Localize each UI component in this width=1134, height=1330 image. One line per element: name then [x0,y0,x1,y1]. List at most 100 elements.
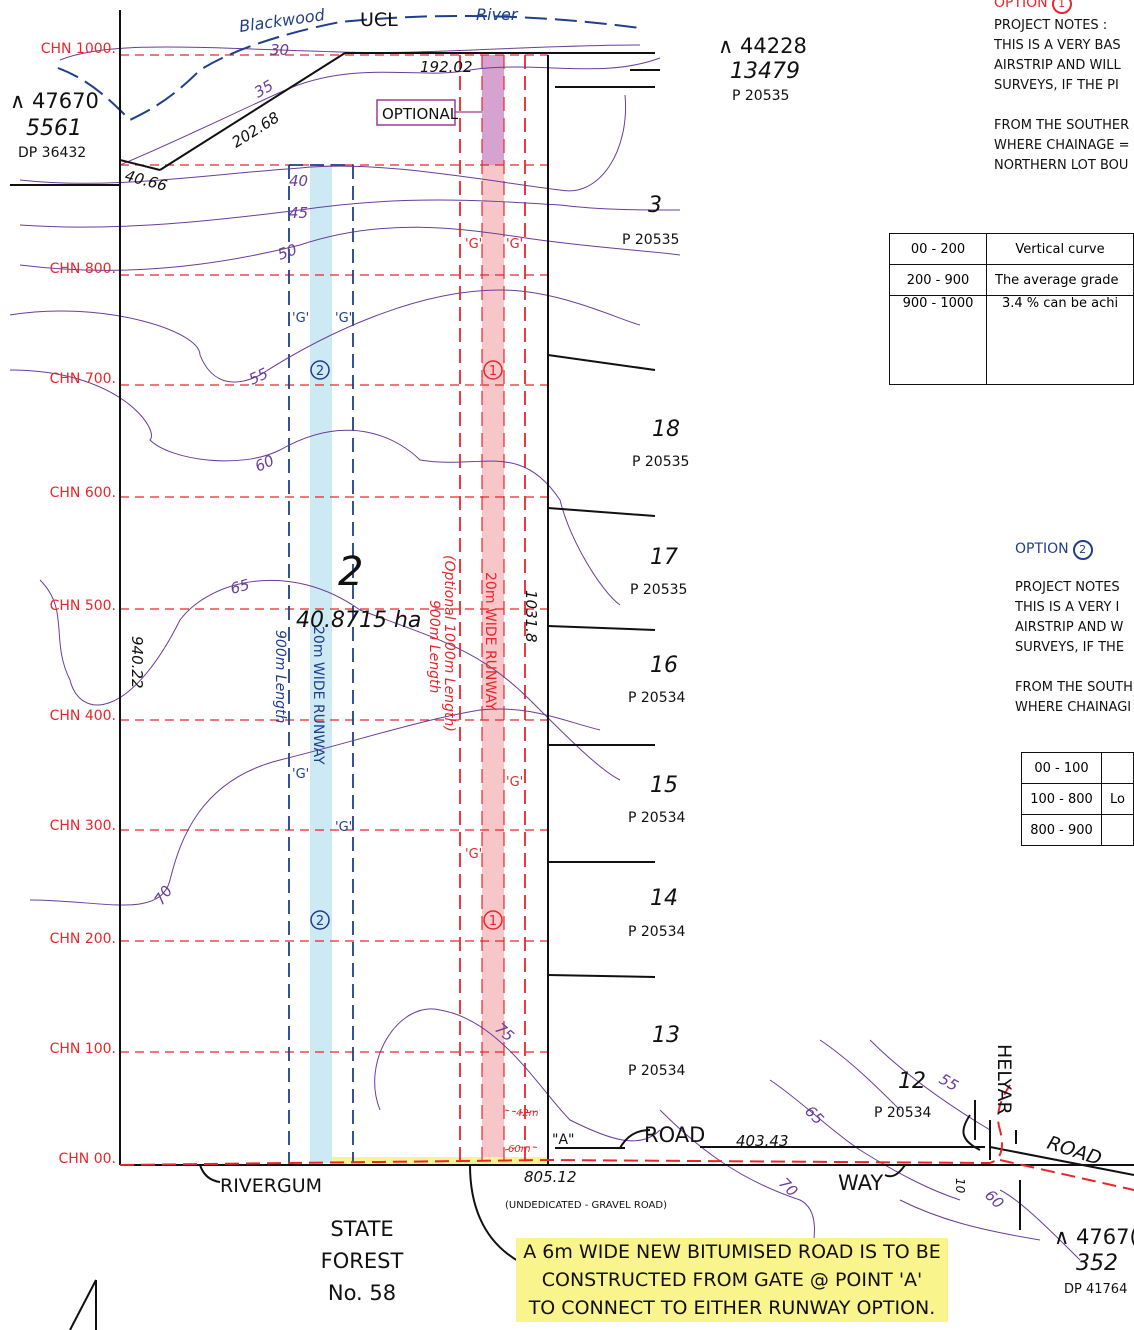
ucl-label: UCL [360,9,398,31]
note-line: FROM THE SOUTHER [994,118,1130,133]
road-alignment-east [999,1159,1134,1191]
g-marker: 'G' [506,237,523,252]
river-boundary [57,14,641,122]
chainage-label: CHN 100. [50,1041,116,1057]
road-label: ROAD [644,1123,705,1147]
optional-box [376,99,456,126]
option-1-marker: 1 [1051,0,1072,14]
table-cell: The average grade [986,264,1134,296]
option-1-title: OPTION 1 [994,0,1072,14]
ne-lot-ref: ∧ 44228 13479 P 20535 [718,34,807,104]
option-1-notes: PROJECT NOTES : THIS IS A VERY BAS AIRST… [994,16,1134,176]
blackwood-label: Blackwood [238,5,327,36]
parcel-number: 18 [652,417,680,442]
chainage-label: CHN 800. [50,261,116,277]
parcel-plan: P 20534 [628,810,686,826]
dim-road: 403.43 [736,1132,789,1150]
g-marker: 'G' [335,311,352,326]
road-alignment [119,1084,1011,1166]
g-marker: 'G' [335,820,352,835]
marker-2: 2 [316,914,324,929]
note-line: AIRSTRIP AND WILL [994,58,1121,73]
dim-nw: 40.66 [123,166,169,195]
runway-1-label: 20m WIDE RUNWAY [482,572,498,711]
ne-lot-num: 13479 [730,59,800,84]
contour-label: 60 [252,451,277,475]
note-line [1015,658,1134,678]
marker-1: 1 [489,914,497,929]
option-1-grade-table: 00 - 200 Vertical curve 200 - 900 The aver… [889,233,1134,385]
table-cell: 00 - 100 [1020,752,1103,784]
parcel-number: 13 [652,1023,680,1048]
note-line: FROM THE SOUTH [1015,680,1133,695]
dimension-labels: 192.02 202.68 40.66 940.22 1031.8 403.43… [123,58,967,1194]
note-line: PROJECT NOTES : [994,18,1108,33]
option-2-title-text: OPTION [1015,541,1069,557]
dimension-arcs [504,1109,541,1151]
chainage-label: CHN 400. [50,708,116,724]
g-markers: 'G' 'G' 'G' 'G' 'G' 'G' 'G' 'G' [292,237,523,862]
callout-line: TO CONNECT TO EITHER RUNWAY OPTION. [528,1297,936,1319]
table-cell: 100 - 800 [1020,783,1103,815]
contour-label: 70 [775,1174,801,1200]
runway-2-length: 900m Length [272,630,288,723]
option-2-title: OPTION 2 [1015,540,1093,560]
lot-boundaries [10,10,1134,1330]
marker-1: 1 [489,364,497,379]
dim-diagonal: 202.68 [229,108,283,151]
chainage-label: CHN 00. [59,1151,117,1167]
parcel-number: 3 [648,193,662,218]
table-cell [1101,752,1134,784]
g-marker: 'G' [506,775,523,790]
dim-60: 60m [508,1144,531,1155]
contour-label: 40 [289,172,308,190]
parcel-number: 14 [650,886,678,911]
parcel-plan: P 20534 [874,1105,932,1121]
undedicated-note: (UNDEDICATED - GRAVEL ROAD) [505,1200,667,1211]
note-line: AIRSTRIP AND W [1015,620,1124,635]
note-line: WHERE CHAINAGI [1015,700,1132,715]
table-cell: 3.4 % can be achi [986,295,1134,385]
contour-lines [9,44,1081,1261]
dim-west: 940.22 [128,636,146,689]
runway-1-length: 900m Length [426,600,442,693]
dim-small: 10 [953,1178,967,1194]
ne-lot-id: ∧ 44228 [718,34,807,58]
note-line [994,96,1134,116]
chainage-label: CHN 300. [50,818,116,834]
note-line: SURVEYS, IF THE [1015,640,1125,655]
dim-top: 192.02 [420,58,473,76]
chainage-label: CHN 700. [50,371,116,387]
helyar-label: HELYAR [993,1044,1015,1115]
contour-label: 55 [246,364,271,388]
dim-42: 42m [516,1108,539,1119]
table-cell: 800 - 900 [1020,814,1103,846]
river-label: River [476,5,519,24]
contour-label: 70 [151,882,177,908]
se-lot-num: 352 [1076,1251,1118,1276]
optional-label: OPTIONAL [382,105,459,123]
dim-south: 805.12 [524,1168,577,1186]
table-cell: Lo [1101,783,1134,815]
runway-1-labels: 20m WIDE RUNWAY (Optional 1000m Length) … [426,555,498,732]
lot-number: 2 [338,549,363,595]
west-lot-id: ∧ 47670 [10,89,99,113]
runway-2-edges [288,164,354,1163]
table-cell: 200 - 900 [889,264,987,296]
se-lot-plan: DP 41764 [1064,1282,1127,1297]
option-2-grade-table: 00 - 100 100 - 800 Lo 800 - 900 [1020,752,1134,846]
parcel-number: 17 [650,545,678,570]
runway-2-labels: 20m WIDE RUNWAY 900m Length [272,626,326,765]
dim-east: 1031.8 [522,590,540,643]
contour-label: 30 [270,41,289,59]
parcel-number: 15 [650,773,678,798]
runway-1-optional-length: (Optional 1000m Length) [441,555,457,732]
runway-1-edges [459,55,526,1163]
optional-runway-extension [482,55,504,165]
g-marker: 'G' [465,847,482,862]
option-2-marker: 2 [1072,540,1093,560]
g-marker: 'G' [292,767,309,782]
se-lot-ref: ∧ 4767( 352 DP 41764 [1054,1225,1134,1297]
parcel-labels: 3 P 20535 18 P 20535 17 P 20535 16 P 205… [622,193,932,1121]
chainage-label: CHN 200. [50,931,116,947]
